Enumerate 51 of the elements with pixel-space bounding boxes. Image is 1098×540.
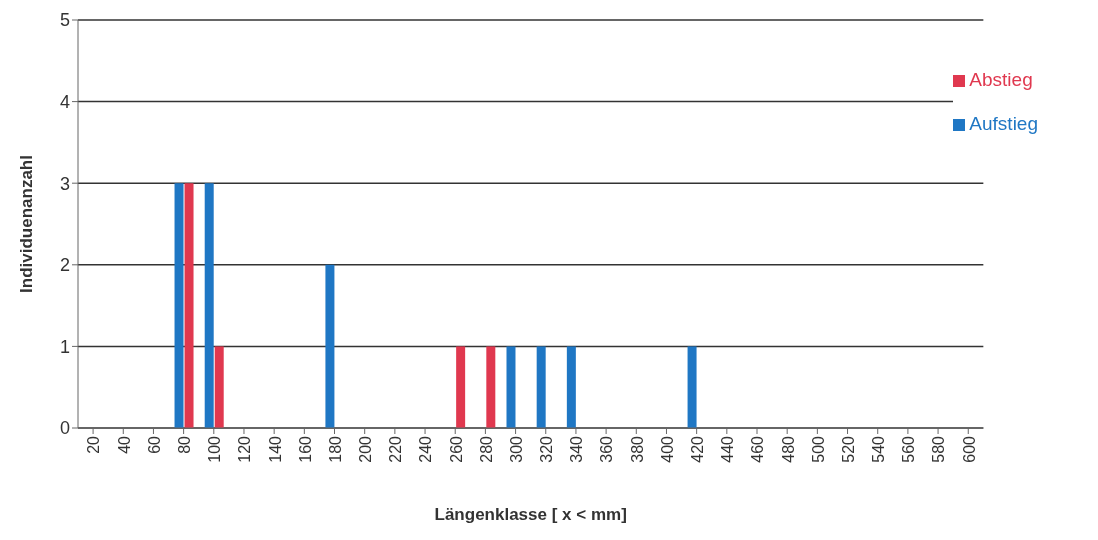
y-tick-label: 5 bbox=[59, 10, 70, 31]
x-tick-label: 120 bbox=[236, 435, 254, 463]
y-tick-label: 1 bbox=[59, 336, 70, 357]
bar bbox=[174, 183, 184, 428]
x-tick-label: 200 bbox=[357, 435, 375, 463]
x-tick-label: 260 bbox=[447, 435, 465, 463]
x-tick-label: 560 bbox=[900, 435, 918, 463]
x-tick-label: 160 bbox=[296, 435, 314, 463]
legend-label: Abstieg bbox=[969, 69, 1033, 90]
x-tick-label: 60 bbox=[145, 435, 163, 454]
y-tick-label: 4 bbox=[59, 91, 70, 112]
bar bbox=[184, 183, 194, 428]
y-tick-label: 0 bbox=[59, 418, 70, 439]
y-tick-label: 3 bbox=[59, 173, 70, 194]
y-tick-label: 2 bbox=[59, 255, 70, 276]
x-tick-label: 220 bbox=[387, 435, 405, 463]
x-tick-label: 380 bbox=[628, 435, 646, 463]
x-tick-label: 600 bbox=[960, 435, 978, 463]
bar bbox=[204, 183, 214, 428]
x-tick-label: 240 bbox=[417, 435, 435, 463]
bar bbox=[566, 346, 576, 428]
x-tick-label: 180 bbox=[326, 435, 344, 463]
bar bbox=[325, 264, 335, 428]
x-tick-label: 300 bbox=[507, 435, 525, 463]
x-tick-label: 280 bbox=[477, 435, 495, 463]
bar bbox=[687, 346, 697, 428]
legend-label: Aufstieg bbox=[969, 113, 1038, 134]
x-tick-label: 340 bbox=[568, 435, 586, 463]
x-tick-label: 520 bbox=[839, 435, 857, 463]
bar bbox=[506, 346, 516, 428]
x-tick-label: 40 bbox=[115, 435, 133, 454]
x-tick-label: 440 bbox=[719, 435, 737, 463]
bar bbox=[486, 346, 496, 428]
x-tick-label: 140 bbox=[266, 435, 284, 463]
x-tick-label: 480 bbox=[779, 435, 797, 463]
bar bbox=[536, 346, 546, 428]
x-tick-label: 100 bbox=[206, 435, 224, 463]
x-tick-label: 400 bbox=[658, 435, 676, 463]
x-tick-label: 580 bbox=[930, 435, 948, 463]
y-axis-title: Individuenanzahl bbox=[17, 155, 37, 293]
x-tick-label: 540 bbox=[870, 435, 888, 463]
x-axis-title: Längenklasse [ x < mm] bbox=[434, 505, 627, 524]
x-tick-label: 360 bbox=[598, 435, 616, 463]
x-tick-label: 20 bbox=[85, 435, 103, 454]
bar bbox=[214, 346, 224, 428]
x-tick-label: 80 bbox=[175, 435, 193, 454]
bar bbox=[456, 346, 466, 428]
x-tick-label: 500 bbox=[809, 435, 827, 463]
x-tick-label: 460 bbox=[749, 435, 767, 463]
x-tick-label: 320 bbox=[538, 435, 556, 463]
x-tick-label: 420 bbox=[689, 435, 707, 463]
